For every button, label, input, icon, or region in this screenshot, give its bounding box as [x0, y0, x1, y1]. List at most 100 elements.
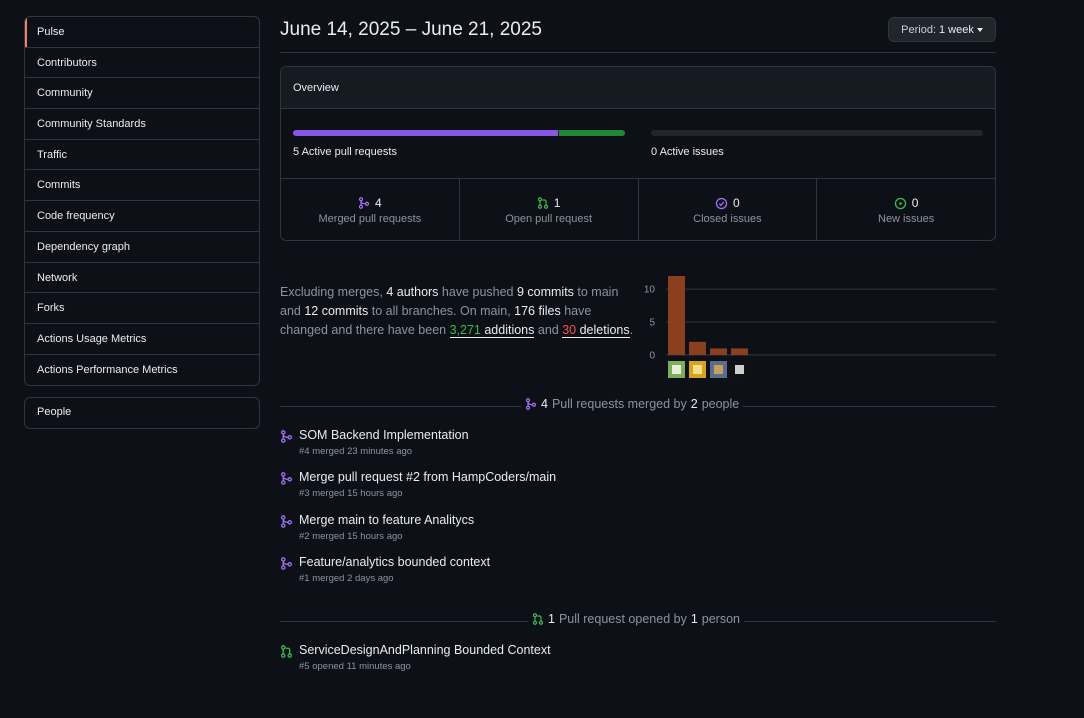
merged-pr-icon: [525, 398, 537, 410]
pr-title-link[interactable]: Merge main to feature Analitycs: [299, 513, 475, 527]
caret-down-icon: [976, 28, 983, 32]
contributor-avatar[interactable]: [689, 361, 706, 378]
new-issues-count: 0: [911, 196, 919, 210]
pr-time: 15 hours ago: [347, 531, 403, 542]
pr-number: #5: [299, 661, 310, 672]
period-label: Period:: [901, 23, 936, 36]
sidebar-item-network[interactable]: Network: [25, 263, 259, 294]
pr-status: merged: [312, 488, 345, 499]
pr-meta: #2 merged 15 hours ago: [299, 531, 403, 542]
pr-meta: #4 merged 23 minutes ago: [299, 446, 412, 457]
active-pull-requests-caption[interactable]: 5 Active pull requests: [293, 146, 397, 158]
active-pr-count: 5: [293, 146, 300, 158]
open-pr-label: Open pull request: [505, 213, 593, 225]
stat-open-pull-request[interactable]: 1 Open pull request: [460, 179, 639, 240]
deletions-link[interactable]: 30 deletions: [562, 323, 630, 338]
summary-text-5: have changed and there have been: [280, 304, 592, 337]
period-value: 1 week: [939, 23, 974, 36]
commit-summary: Excluding merges, 4 authors have pushed …: [280, 283, 640, 340]
sidebar-item-actions-performance-metrics[interactable]: Actions Performance Metrics: [37, 363, 178, 376]
opened-section-count: 1: [548, 612, 555, 626]
stat-new-issues[interactable]: 0 New issues: [817, 179, 995, 240]
insights-sidebar: Pulse Contributors Community Community S…: [24, 16, 260, 387]
sidebar-item-community-standards[interactable]: Community Standards: [25, 109, 259, 140]
merged-pr-label: Merged pull requests: [318, 213, 422, 225]
pr-status: merged: [312, 573, 345, 584]
overview-stats-row: 4 Merged pull requests 1 Open pull reque…: [281, 179, 995, 240]
additions-link[interactable]: 3,271 additions: [449, 323, 535, 338]
activity-bars-row: 5 Active pull requests 0 Active issues: [281, 109, 995, 179]
overview-panel: Overview 5 Active pull requests 0 Active…: [280, 66, 996, 241]
open-pr-icon: [537, 197, 548, 209]
chart-bar[interactable]: [668, 276, 685, 355]
pr-title-link[interactable]: Feature/analytics bounded context: [299, 555, 491, 569]
sidebar-item-forks[interactable]: Forks: [25, 293, 259, 324]
sidebar-item-pulse[interactable]: Pulse: [25, 17, 259, 48]
deletions-count: 30: [562, 323, 577, 337]
chart-y-tick-label: 5: [649, 318, 655, 329]
pr-number: #1: [299, 573, 310, 584]
pr-title-link[interactable]: Merge pull request #2 from HampCoders/ma…: [299, 470, 557, 484]
page-title: June 14, 2025 – June 21, 2025: [280, 19, 543, 40]
pr-meta: #5 opened 11 minutes ago: [299, 661, 411, 672]
pr-status: merged: [312, 531, 345, 542]
people-sidebar: People: [24, 397, 260, 429]
pr-time: 15 hours ago: [347, 488, 403, 499]
open-pr-icon: [532, 613, 544, 625]
pull-requests-progress-bar[interactable]: [293, 130, 625, 136]
chart-bar[interactable]: [731, 348, 748, 355]
pr-title-link[interactable]: SOM Backend Implementation: [299, 428, 469, 442]
pr-status: opened: [312, 661, 344, 672]
merged-section-text-a: Pull requests merged by: [551, 397, 687, 411]
active-issues-count: 0: [651, 146, 658, 158]
open-pr-icon: [280, 645, 293, 658]
closed-issue-icon: [715, 197, 728, 209]
contributors-bar-chart: 10 5 0: [640, 270, 996, 385]
merged-section-heading: 4 Pull requests merged by 2 people: [521, 397, 744, 411]
stat-merged-pull-requests[interactable]: 4 Merged pull requests: [281, 179, 460, 240]
chart-bar[interactable]: [689, 341, 706, 355]
sidebar-item-dependency-graph[interactable]: Dependency graph: [25, 232, 259, 263]
chart-y-tick-label: 10: [644, 285, 656, 296]
stat-closed-issues[interactable]: 0 Closed issues: [639, 179, 818, 240]
merged-section-count: 4: [541, 397, 548, 411]
contributor-avatar[interactable]: [731, 361, 748, 378]
pr-number: #3: [299, 488, 310, 499]
pr-meta: #1 merged 2 days ago: [299, 573, 394, 584]
sidebar-item-contributors[interactable]: Contributors: [25, 48, 259, 79]
sidebar-item-commits[interactable]: Commits: [25, 170, 259, 202]
opened-section-heading: 1 Pull request opened by 1 person: [528, 612, 745, 626]
additions-word: additions: [480, 323, 535, 337]
contributor-avatar[interactable]: [710, 361, 727, 378]
pr-status: merged: [312, 446, 345, 457]
merged-pr-icon: [280, 515, 293, 528]
chart-y-tick-label: 0: [649, 351, 655, 362]
pr-time: 11 minutes ago: [346, 661, 411, 672]
sidebar-item-traffic[interactable]: Traffic: [25, 140, 259, 171]
closed-issues-label: Closed issues: [693, 213, 762, 225]
summary-text-7: .: [629, 323, 634, 337]
sidebar-item-actions-usage-metrics[interactable]: Actions Usage Metrics: [25, 324, 259, 355]
chart-bar[interactable]: [710, 348, 727, 355]
active-issues-caption[interactable]: 0 Active issues: [651, 146, 724, 158]
summary-text-1: Excluding merges,: [280, 285, 387, 299]
issues-progress-bar: [651, 130, 983, 136]
pr-time: 23 minutes ago: [347, 446, 413, 457]
additions-count: 3,271: [449, 323, 481, 337]
merged-section-people-count: 2: [690, 397, 698, 411]
summary-text-2: have pushed: [438, 285, 517, 299]
summary-text-4: to all branches. On main,: [368, 304, 515, 318]
merged-pr-icon: [280, 557, 293, 570]
overview-title: Overview: [281, 67, 995, 109]
contributor-avatar[interactable]: [668, 361, 685, 378]
period-dropdown-button[interactable]: Period: 1 week: [888, 17, 996, 42]
pr-meta: #3 merged 15 hours ago: [299, 488, 403, 499]
merged-section-text-b: people: [701, 397, 740, 411]
sidebar-item-community[interactable]: Community: [25, 78, 259, 110]
summary-files: 176 files: [514, 304, 561, 318]
opened-section-people-count: 1: [690, 612, 698, 626]
closed-issues-count: 0: [733, 196, 740, 210]
sidebar-item-people[interactable]: People: [37, 406, 72, 418]
sidebar-item-code-frequency[interactable]: Code frequency: [25, 201, 259, 232]
pr-title-link[interactable]: ServiceDesignAndPlanning Bounded Context: [299, 643, 551, 657]
